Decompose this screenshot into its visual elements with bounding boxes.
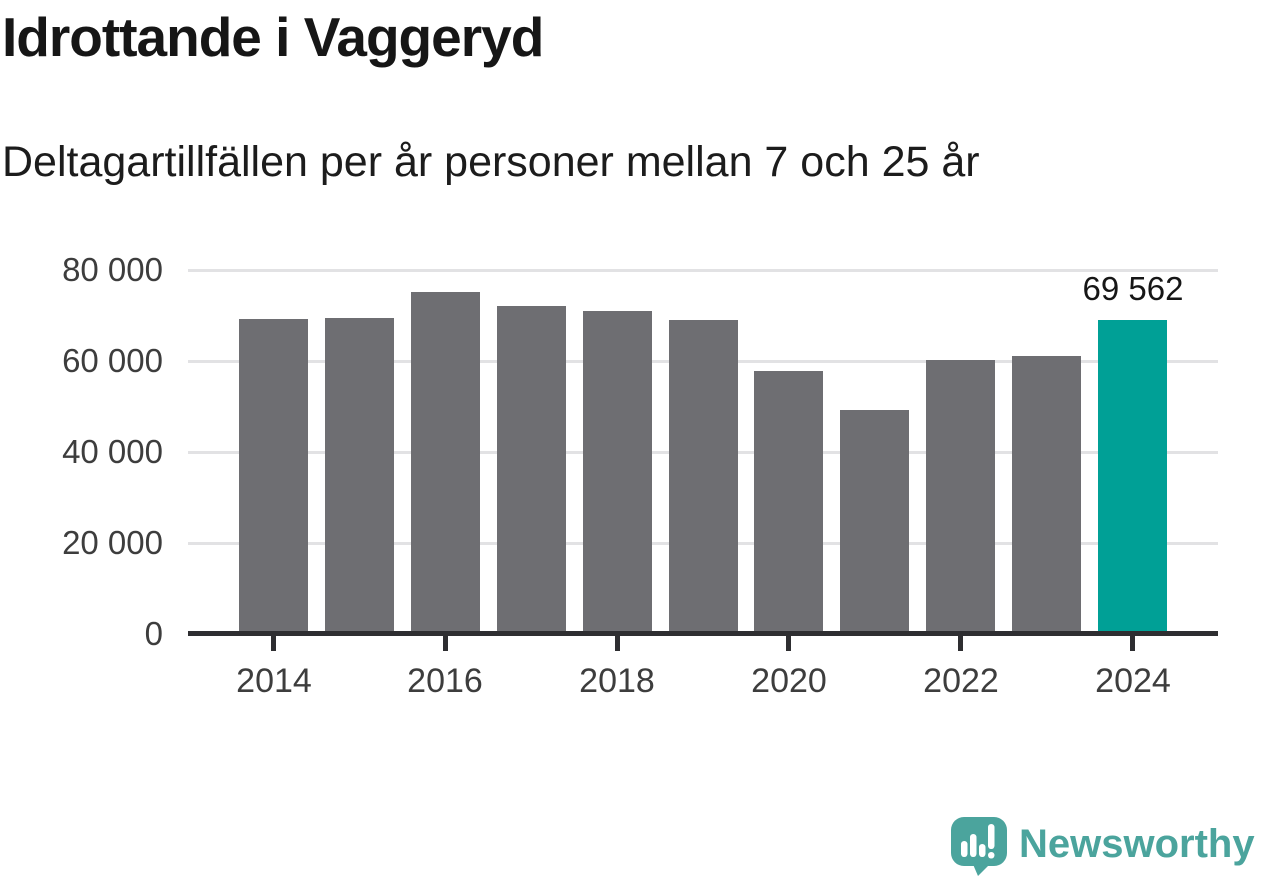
bar-2022 <box>926 360 995 636</box>
newsworthy-logo-text: Newsworthy <box>1019 822 1255 866</box>
logo-bar-3 <box>979 844 986 857</box>
x-axis-label: 2022 <box>923 662 999 700</box>
logo-exclamation-bar <box>988 824 995 849</box>
bar-2018 <box>583 311 652 636</box>
logo-bubble-tail <box>972 862 992 876</box>
chart-subtitle: Deltagartillfällen per år personer mella… <box>2 138 980 186</box>
bar-2016 <box>411 292 480 636</box>
bar-2019 <box>669 320 738 636</box>
y-axis-label: 0 <box>144 615 163 652</box>
logo-exclamation-dot <box>988 852 995 859</box>
bar-2021 <box>840 410 909 636</box>
gridline-80000 <box>188 269 1218 272</box>
x-axis-label: 2024 <box>1095 662 1171 700</box>
x-axis-tick-2024 <box>1130 636 1135 651</box>
x-axis-tick-2016 <box>443 636 448 651</box>
x-axis-label: 2020 <box>751 662 827 700</box>
bar-2014 <box>239 319 308 636</box>
bar-2020 <box>754 371 823 636</box>
bar-2023 <box>1012 356 1081 636</box>
logo-bar-2 <box>970 834 977 857</box>
bar-2024 <box>1098 320 1167 636</box>
x-axis-tick-2020 <box>786 636 791 651</box>
x-axis-label: 2016 <box>407 662 483 700</box>
x-axis-label: 2014 <box>236 662 312 700</box>
y-axis-label: 20 000 <box>62 524 163 561</box>
bar-2015 <box>325 318 394 636</box>
x-axis-tick-2014 <box>271 636 276 651</box>
logo-bar-1 <box>961 841 968 857</box>
bar-2017 <box>497 306 566 636</box>
newsworthy-logo-icon <box>951 817 1007 876</box>
x-axis-label: 2018 <box>579 662 655 700</box>
y-axis-label: 80 000 <box>62 251 163 288</box>
x-axis-tick-2018 <box>615 636 620 651</box>
logo-bubble <box>951 817 1007 866</box>
plot-area: 0 20 000 40 000 60 000 80 000 2014 2016 2018 202… <box>0 240 1262 710</box>
y-axis-label: 60 000 <box>62 342 163 379</box>
bar-value-label: 69 562 <box>1082 270 1184 307</box>
x-axis-tick-2022 <box>958 636 963 651</box>
chart-title: Idrottande i Vaggeryd <box>2 6 544 68</box>
x-axis-line <box>188 631 1218 636</box>
y-axis-label: 40 000 <box>62 433 163 470</box>
